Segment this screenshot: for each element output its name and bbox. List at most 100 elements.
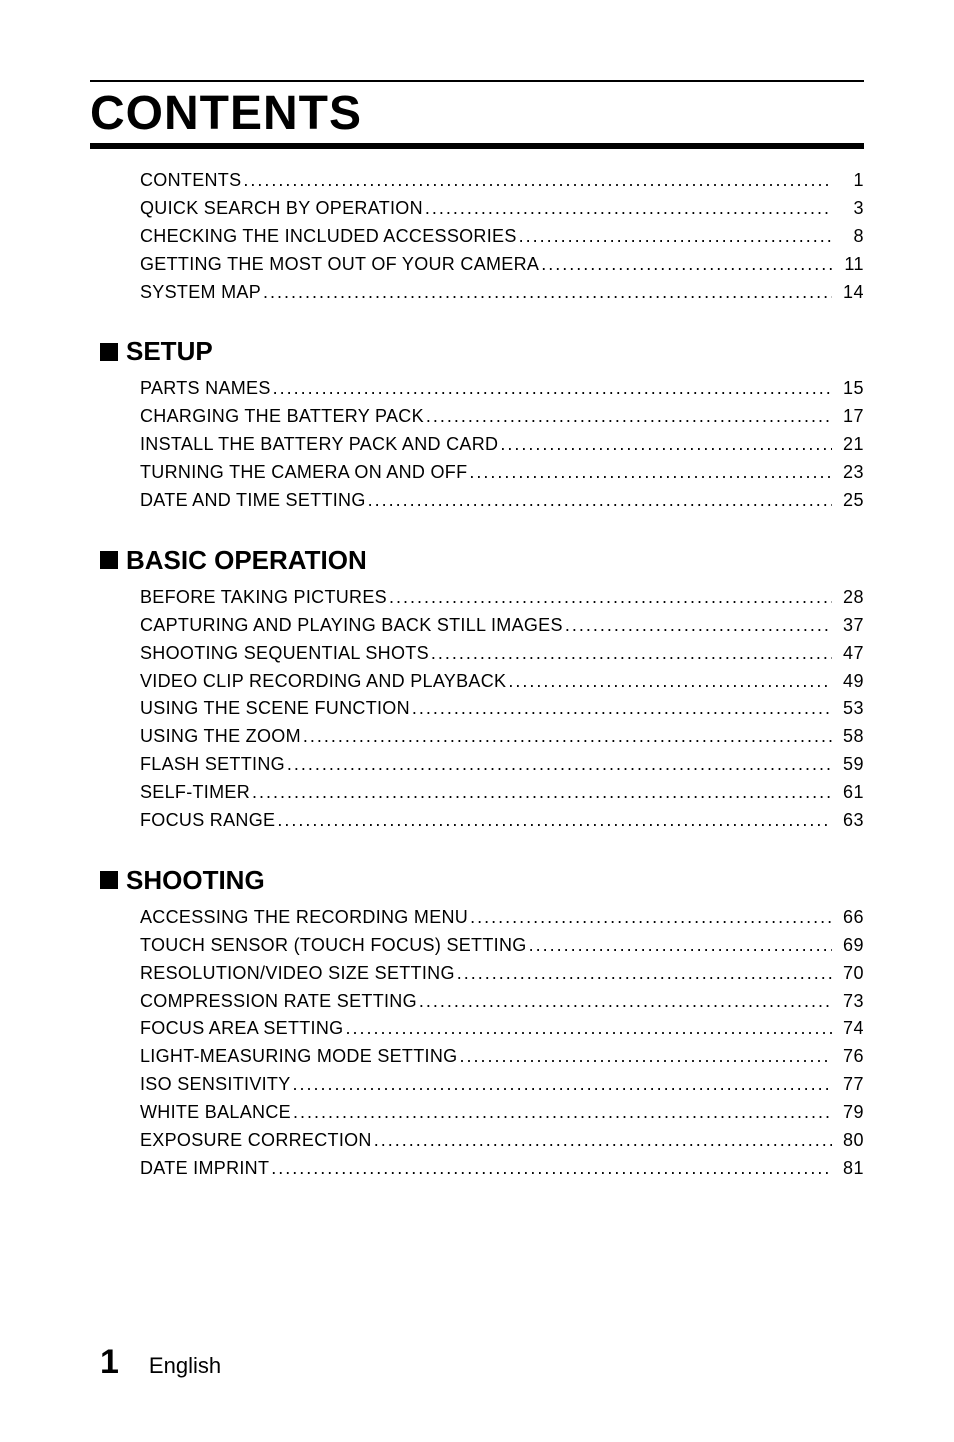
- toc-row: DATE AND TIME SETTING 25: [140, 487, 864, 515]
- toc-section-block: PARTS NAMES 15CHARGING THE BATTERY PACK …: [140, 375, 864, 514]
- toc-leader-dots: [426, 403, 832, 431]
- toc-entry-label: USING THE SCENE FUNCTION: [140, 695, 410, 723]
- toc-entry-label: ACCESSING THE RECORDING MENU: [140, 904, 468, 932]
- toc-row: FLASH SETTING 59: [140, 751, 864, 779]
- toc-entry-label: LIGHT-MEASURING MODE SETTING: [140, 1043, 457, 1071]
- toc-entry-page: 49: [834, 668, 864, 696]
- toc-entry-page: 8: [834, 223, 864, 251]
- toc-entry-label: GETTING THE MOST OUT OF YOUR CAMERA: [140, 251, 539, 279]
- toc-leader-dots: [293, 1071, 832, 1099]
- toc-row: ISO SENSITIVITY 77: [140, 1071, 864, 1099]
- toc-row: PARTS NAMES 15: [140, 375, 864, 403]
- toc-entry-page: 61: [834, 779, 864, 807]
- toc-leader-dots: [519, 223, 832, 251]
- toc-row: RESOLUTION/VIDEO SIZE SETTING 70: [140, 960, 864, 988]
- toc-leader-dots: [529, 932, 832, 960]
- footer-page-number: 1: [100, 1343, 119, 1382]
- toc-entry-label: CHECKING THE INCLUDED ACCESSORIES: [140, 223, 517, 251]
- toc-entry-label: INSTALL THE BATTERY PACK AND CARD: [140, 431, 498, 459]
- toc-entry-page: 70: [834, 960, 864, 988]
- toc-entry-label: WHITE BALANCE: [140, 1099, 291, 1127]
- toc-entry-label: SYSTEM MAP: [140, 279, 261, 307]
- toc-row: COMPRESSION RATE SETTING 73: [140, 988, 864, 1016]
- toc-entry-label: ISO SENSITIVITY: [140, 1071, 291, 1099]
- toc-entry-page: 47: [834, 640, 864, 668]
- section-heading: BASIC OPERATION: [100, 545, 864, 576]
- toc-leader-dots: [271, 1155, 832, 1183]
- toc-container: CONTENTS 1QUICK SEARCH BY OPERATION 3CHE…: [90, 167, 864, 1183]
- toc-row: FOCUS AREA SETTING 74: [140, 1015, 864, 1043]
- toc-leader-dots: [425, 195, 832, 223]
- toc-leader-dots: [293, 1099, 832, 1127]
- toc-entry-page: 11: [834, 251, 864, 279]
- toc-leader-dots: [500, 431, 832, 459]
- toc-leader-dots: [469, 459, 832, 487]
- square-bullet-icon: [100, 871, 118, 889]
- toc-entry-page: 15: [834, 375, 864, 403]
- section-heading-text: BASIC OPERATION: [126, 545, 367, 576]
- toc-entry-label: FLASH SETTING: [140, 751, 285, 779]
- toc-entry-page: 28: [834, 584, 864, 612]
- toc-entry-page: 14: [834, 279, 864, 307]
- toc-row: EXPOSURE CORRECTION 80: [140, 1127, 864, 1155]
- footer-language: English: [149, 1353, 221, 1379]
- toc-row: TOUCH SENSOR (TOUCH FOCUS) SETTING 69: [140, 932, 864, 960]
- toc-row: VIDEO CLIP RECORDING AND PLAYBACK 49: [140, 668, 864, 696]
- toc-entry-page: 79: [834, 1099, 864, 1127]
- toc-leader-dots: [541, 251, 832, 279]
- toc-entry-label: DATE IMPRINT: [140, 1155, 269, 1183]
- toc-leader-dots: [287, 751, 832, 779]
- toc-row: USING THE SCENE FUNCTION 53: [140, 695, 864, 723]
- toc-entry-page: 76: [834, 1043, 864, 1071]
- toc-row: GETTING THE MOST OUT OF YOUR CAMERA 11: [140, 251, 864, 279]
- toc-leader-dots: [243, 167, 832, 195]
- toc-leader-dots: [273, 375, 832, 403]
- toc-entry-label: EXPOSURE CORRECTION: [140, 1127, 372, 1155]
- toc-entry-label: SELF-TIMER: [140, 779, 250, 807]
- title-underline: [90, 143, 864, 149]
- toc-leader-dots: [431, 640, 832, 668]
- toc-entry-page: 81: [834, 1155, 864, 1183]
- toc-row: DATE IMPRINT 81: [140, 1155, 864, 1183]
- toc-row: QUICK SEARCH BY OPERATION 3: [140, 195, 864, 223]
- toc-row: ACCESSING THE RECORDING MENU 66: [140, 904, 864, 932]
- toc-entry-label: QUICK SEARCH BY OPERATION: [140, 195, 423, 223]
- toc-row: USING THE ZOOM 58: [140, 723, 864, 751]
- toc-row: CONTENTS 1: [140, 167, 864, 195]
- toc-entry-label: USING THE ZOOM: [140, 723, 301, 751]
- section-heading: SHOOTING: [100, 865, 864, 896]
- top-rule: [90, 80, 864, 82]
- toc-section-block: BEFORE TAKING PICTURES 28CAPTURING AND P…: [140, 584, 864, 835]
- toc-entry-page: 25: [834, 487, 864, 515]
- toc-leader-dots: [412, 695, 832, 723]
- toc-front-block: CONTENTS 1QUICK SEARCH BY OPERATION 3CHE…: [140, 167, 864, 306]
- toc-entry-label: PARTS NAMES: [140, 375, 271, 403]
- toc-entry-page: 53: [834, 695, 864, 723]
- toc-leader-dots: [389, 584, 832, 612]
- square-bullet-icon: [100, 551, 118, 569]
- toc-leader-dots: [419, 988, 832, 1016]
- toc-entry-page: 80: [834, 1127, 864, 1155]
- toc-entry-page: 77: [834, 1071, 864, 1099]
- toc-leader-dots: [345, 1015, 832, 1043]
- toc-entry-label: FOCUS RANGE: [140, 807, 275, 835]
- toc-entry-label: TURNING THE CAMERA ON AND OFF: [140, 459, 467, 487]
- toc-leader-dots: [263, 279, 832, 307]
- toc-leader-dots: [470, 904, 832, 932]
- toc-leader-dots: [252, 779, 832, 807]
- toc-entry-label: TOUCH SENSOR (TOUCH FOCUS) SETTING: [140, 932, 527, 960]
- toc-entry-page: 69: [834, 932, 864, 960]
- toc-leader-dots: [277, 807, 832, 835]
- toc-row: SYSTEM MAP 14: [140, 279, 864, 307]
- toc-entry-label: CAPTURING AND PLAYING BACK STILL IMAGES: [140, 612, 563, 640]
- toc-leader-dots: [457, 960, 832, 988]
- toc-row: FOCUS RANGE 63: [140, 807, 864, 835]
- toc-entry-page: 63: [834, 807, 864, 835]
- toc-row: CAPTURING AND PLAYING BACK STILL IMAGES …: [140, 612, 864, 640]
- toc-leader-dots: [508, 668, 832, 696]
- toc-entry-label: BEFORE TAKING PICTURES: [140, 584, 387, 612]
- toc-row: WHITE BALANCE 79: [140, 1099, 864, 1127]
- toc-leader-dots: [374, 1127, 832, 1155]
- toc-entry-page: 17: [834, 403, 864, 431]
- toc-row: SELF-TIMER 61: [140, 779, 864, 807]
